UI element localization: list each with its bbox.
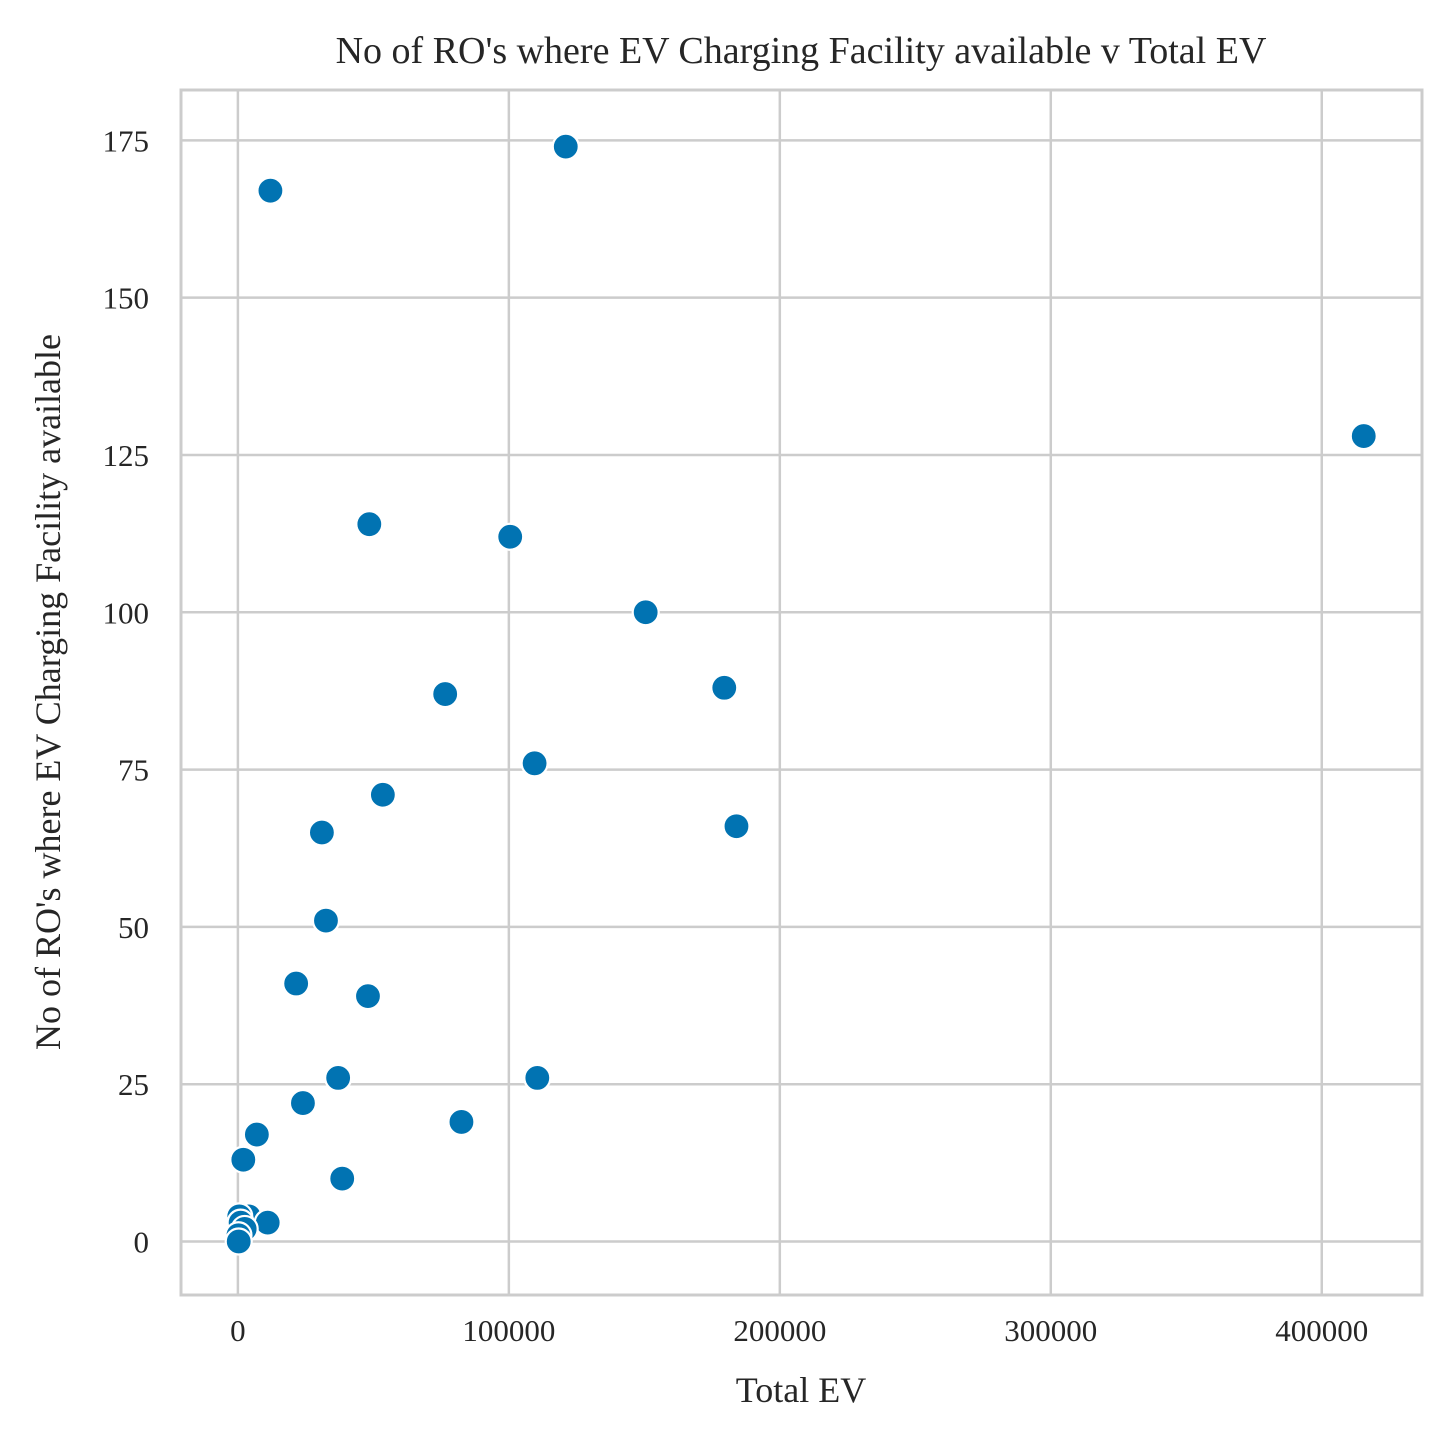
x-axis-ticks: 0 100000 200000 300000 400000 bbox=[230, 1313, 1368, 1348]
x-tick-label: 0 bbox=[230, 1313, 246, 1348]
scatter-point bbox=[1349, 421, 1378, 451]
y-tick-label: 0 bbox=[134, 1225, 150, 1260]
y-axis-ticks: 0 25 50 75 100 125 150 175 bbox=[103, 123, 150, 1259]
y-tick-label: 125 bbox=[103, 438, 150, 473]
grid-lines bbox=[181, 90, 1422, 1295]
data-points bbox=[224, 132, 1378, 1256]
scatter-point bbox=[288, 1088, 318, 1118]
x-axis-label: Total EV bbox=[736, 1370, 866, 1410]
x-tick-label: 100000 bbox=[462, 1313, 555, 1348]
chart-title: No of RO's where EV Charging Facility av… bbox=[336, 30, 1267, 72]
scatter-point bbox=[355, 510, 384, 539]
x-tick-label: 400000 bbox=[1275, 1313, 1368, 1348]
y-tick-label: 50 bbox=[118, 910, 149, 945]
scatter-point bbox=[311, 906, 341, 935]
scatter-point bbox=[520, 749, 549, 778]
scatter-point bbox=[431, 679, 460, 709]
y-tick-label: 150 bbox=[103, 281, 150, 316]
scatter-point bbox=[282, 969, 311, 998]
scatter-point bbox=[242, 1120, 271, 1149]
scatter-point bbox=[551, 132, 580, 161]
scatter-point bbox=[328, 1164, 357, 1193]
y-axis-label: No of RO's where EV Charging Facility av… bbox=[28, 334, 68, 1050]
y-tick-label: 75 bbox=[118, 753, 149, 788]
scatter-point bbox=[710, 673, 739, 702]
scatter-point bbox=[229, 1145, 258, 1174]
y-tick-label: 25 bbox=[118, 1067, 149, 1102]
scatter-point bbox=[496, 522, 525, 551]
scatter-point bbox=[253, 1208, 282, 1237]
y-tick-label: 100 bbox=[103, 595, 150, 630]
scatter-point bbox=[368, 780, 397, 809]
scatter-point bbox=[523, 1063, 552, 1093]
y-tick-label: 175 bbox=[103, 123, 150, 158]
scatter-point bbox=[256, 176, 285, 205]
scatter-point bbox=[224, 1227, 253, 1256]
scatter-point bbox=[324, 1063, 353, 1093]
x-tick-label: 300000 bbox=[1004, 1313, 1097, 1348]
scatter-point bbox=[447, 1107, 476, 1137]
scatter-point bbox=[307, 818, 336, 847]
scatter-point bbox=[722, 812, 751, 841]
scatter-point bbox=[631, 598, 660, 627]
scatter-point bbox=[353, 982, 383, 1011]
x-tick-label: 200000 bbox=[733, 1313, 826, 1348]
plot-frame bbox=[179, 88, 1424, 1297]
